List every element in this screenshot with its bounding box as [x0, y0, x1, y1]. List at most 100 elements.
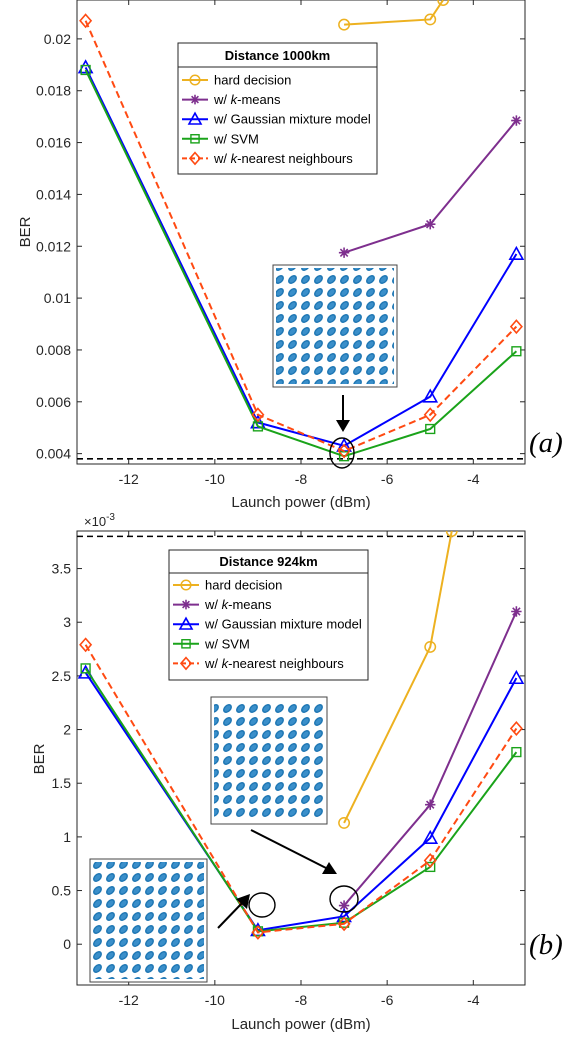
y-tick-label: 0.012 — [36, 238, 71, 254]
series-a-0 — [338, 0, 450, 31]
data-point — [338, 18, 351, 31]
legend-swatch-marker — [179, 656, 193, 671]
inset-arrowhead-b1 — [322, 862, 337, 874]
x-tick-label: -10 — [205, 471, 225, 487]
data-point — [424, 13, 437, 26]
x-axis-label-a: Launch power (dBm) — [231, 494, 370, 511]
x-axis-b: -12 -10 -8 -6 -4 — [119, 531, 480, 1008]
axis-exponent-b: ×10-3 — [84, 512, 115, 529]
panel-label-b: (b) — [529, 929, 563, 961]
legend-swatch-marker — [180, 579, 192, 591]
legend-entry-label: w/ SVM — [213, 131, 259, 146]
legend-entry-label: w/ k-nearest neighbours — [204, 656, 344, 671]
data-point — [337, 443, 351, 459]
y-axis-b: 0 0.5 1 1.5 2 2.5 3 3.5 — [52, 561, 525, 952]
inset-constellation-b2 — [93, 862, 204, 979]
data-point — [77, 59, 94, 74]
chart-panel-b: -12 -10 -8 -6 -4 0 0.5 1 1.5 2 2.5 3 3.5 Distance 9… — [31, 512, 563, 1033]
legend-swatch-marker — [178, 616, 194, 630]
data-point — [425, 861, 436, 873]
legend-b: Distance 924km hard decision w/ k-means w/… — [168, 549, 369, 681]
y-tick-label: 0.5 — [52, 883, 72, 899]
data-point — [79, 13, 93, 29]
inset-arrowhead-a — [336, 420, 350, 432]
x-tick-label: -10 — [205, 992, 225, 1008]
legend-entry-label: w/ k-means — [204, 597, 272, 612]
x-tick-label: -6 — [381, 471, 394, 487]
data-point — [425, 219, 436, 230]
legend-entry-label: w/ k-means — [213, 92, 281, 107]
legend-entry-label: w/ SVM — [204, 636, 250, 651]
series-group-a — [77, 0, 525, 462]
x-tick-label: -12 — [119, 471, 139, 487]
y-axis-label-a: BER — [17, 216, 34, 247]
x-tick-label: -8 — [295, 992, 308, 1008]
series-b-0 — [338, 531, 458, 829]
x-tick-label: -4 — [467, 471, 480, 487]
y-tick-label: 0 — [63, 936, 71, 952]
data-point — [338, 247, 350, 258]
data-point — [437, 0, 450, 6]
y-tick-label: 0.02 — [44, 31, 71, 47]
legend-entry-label: w/ k-nearest neighbours — [213, 151, 353, 166]
inset-constellation-b1 — [214, 700, 324, 821]
y-tick-label: 3 — [63, 614, 71, 630]
y-tick-label: 1.5 — [52, 775, 72, 791]
x-tick-label: -8 — [295, 471, 308, 487]
data-point — [251, 407, 265, 423]
y-axis-label-b: BER — [31, 743, 48, 774]
x-tick-label: -12 — [119, 992, 139, 1008]
data-point — [337, 916, 351, 932]
highlight-ellipse-b1 — [248, 892, 276, 918]
legend-swatch-marker — [190, 94, 200, 105]
series-line — [343, 531, 453, 824]
x-axis-label-b: Launch power (dBm) — [231, 1016, 370, 1033]
y-tick-label: 1 — [63, 829, 71, 845]
data-point — [511, 115, 522, 126]
legend-swatch-marker — [189, 74, 201, 86]
legend-swatch-marker — [181, 599, 191, 610]
y-tick-label: 0.01 — [44, 290, 71, 306]
series-b-4 — [79, 637, 523, 940]
data-point — [338, 816, 351, 829]
y-tick-label: 0.018 — [36, 83, 71, 99]
legend-swatch-marker — [190, 134, 200, 144]
data-point — [424, 640, 437, 653]
data-point — [509, 721, 523, 736]
inset-constellation-a — [276, 268, 394, 384]
series-group-b — [77, 531, 525, 940]
data-point — [445, 531, 458, 537]
data-point — [79, 637, 93, 653]
data-point — [425, 799, 436, 810]
y-tick-label: 0.004 — [36, 446, 71, 462]
inset-arrow-b2 — [217, 900, 245, 929]
x-axis-a: -12 -10 -8 -6 -4 — [119, 0, 480, 487]
legend-a: Distance 1000km hard decision w/ k-means w… — [177, 42, 378, 175]
chart-panel-a: -12 -10 -8 -6 -4 0.0040.0060.0080.010.0120.0… — [17, 0, 563, 511]
y-tick-label: 2 — [63, 722, 71, 738]
series-line — [344, 0, 444, 26]
series-line — [84, 644, 518, 934]
highlight-ellipse-b2 — [329, 885, 359, 913]
x-tick-label: -4 — [467, 992, 480, 1008]
y-tick-label: 0.014 — [36, 186, 71, 202]
data-point — [336, 908, 352, 923]
constellation-inset-a — [272, 264, 398, 388]
y-tick-label: 0.008 — [36, 342, 71, 358]
y-tick-label: 0.006 — [36, 394, 71, 410]
y-tick-label: 0.016 — [36, 135, 71, 151]
legend-swatch-marker — [181, 639, 191, 649]
legend-entry-label: w/ Gaussian mixture model — [204, 617, 362, 632]
series-a-1 — [338, 115, 522, 258]
y-axis-a: 0.004 0.006 0.008 0.01 0.012 0.014 0.016 0.018 0… — [36, 31, 525, 462]
legend-entry-label: hard decision — [205, 578, 282, 593]
legend-box-b — [168, 549, 369, 681]
data-point — [80, 64, 91, 76]
legend-swatch-marker — [187, 111, 203, 125]
data-point — [511, 346, 522, 357]
data-point — [508, 669, 525, 685]
data-point — [338, 900, 350, 911]
constellation-inset-b2 — [89, 858, 208, 983]
x-tick-label: -6 — [381, 992, 394, 1008]
